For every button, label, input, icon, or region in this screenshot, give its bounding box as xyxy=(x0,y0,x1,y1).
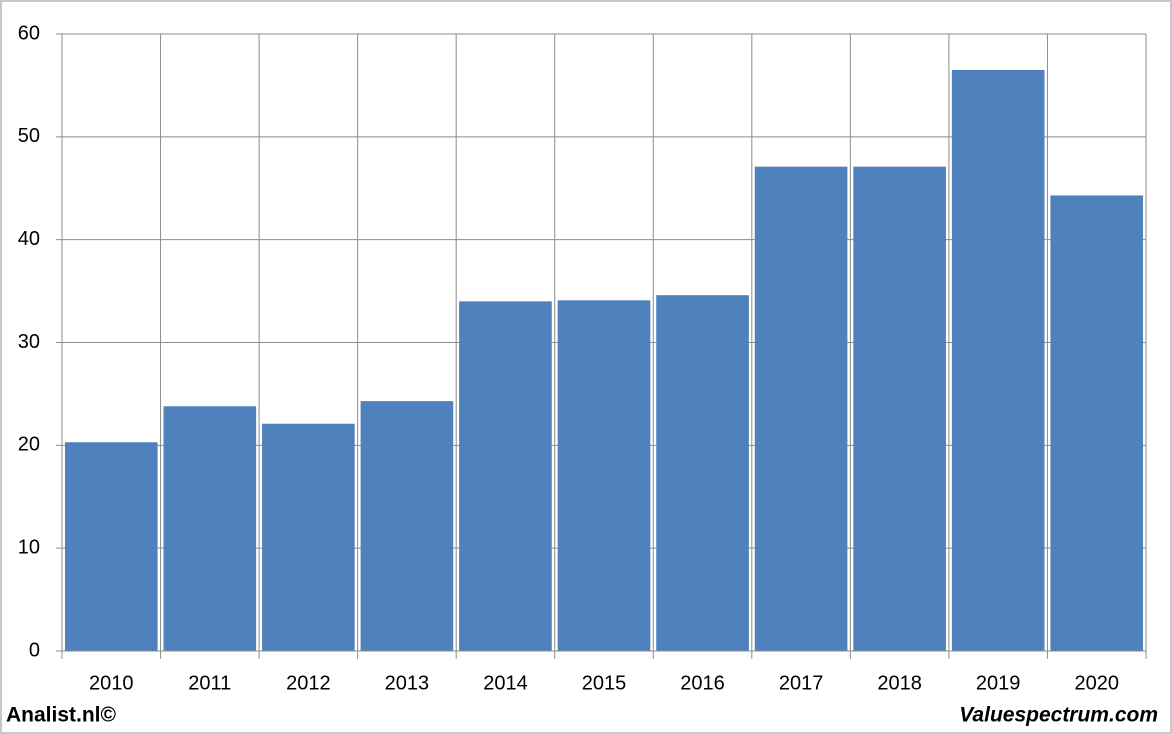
y-tick-label: 40 xyxy=(18,228,40,250)
y-tick-label: 0 xyxy=(29,639,40,661)
bar xyxy=(459,301,552,651)
x-tick-label: 2019 xyxy=(976,672,1021,694)
x-tick-label: 2015 xyxy=(582,672,627,694)
y-tick-label: 50 xyxy=(18,125,40,147)
y-tick-label: 30 xyxy=(18,331,40,353)
x-tick-label: 2017 xyxy=(779,672,824,694)
bar xyxy=(360,401,454,651)
x-tick-label: 2011 xyxy=(188,672,231,694)
bar xyxy=(951,69,1045,651)
x-tick-label: 2012 xyxy=(286,672,331,694)
x-tick-label: 2020 xyxy=(1074,672,1119,694)
bar xyxy=(262,423,355,651)
source-left: Analist.nl© xyxy=(6,704,117,727)
x-tick-label: 2014 xyxy=(483,672,528,694)
x-tick-label: 2010 xyxy=(89,672,134,694)
bar xyxy=(64,442,158,651)
y-tick-label: 20 xyxy=(18,434,40,456)
source-right: Valuespectrum.com xyxy=(959,704,1158,727)
bar xyxy=(163,406,257,651)
bar xyxy=(656,295,749,651)
y-tick-label: 60 xyxy=(18,22,40,44)
bar xyxy=(754,166,848,651)
x-tick-label: 2013 xyxy=(385,672,430,694)
bar xyxy=(853,166,946,651)
bar xyxy=(1050,195,1144,651)
x-tick-label: 2016 xyxy=(680,672,725,694)
y-tick-label: 10 xyxy=(18,536,40,558)
bar xyxy=(557,300,651,651)
x-tick-label: 2018 xyxy=(877,672,922,694)
